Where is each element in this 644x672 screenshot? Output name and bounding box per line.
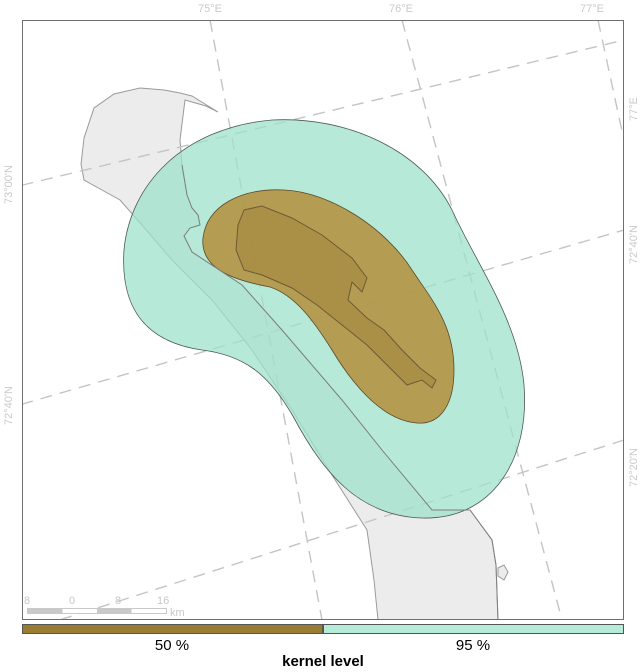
- grid-label-right-1: 77°E: [628, 97, 640, 121]
- scale-tick-label: 16: [157, 595, 170, 607]
- scale-unit: km: [170, 607, 185, 619]
- legend-label-50: 50 %: [154, 637, 190, 654]
- scale-bar: 8 0 8 16 km: [24, 595, 187, 619]
- legend-swatch-95: [323, 624, 624, 634]
- scale-tick-label: 8: [24, 595, 31, 607]
- grid-label-left-2: 72°40'N: [3, 386, 15, 425]
- grid-label-top-3: 77°E: [580, 3, 604, 15]
- grid-label-right-2: 72°40'N: [628, 225, 640, 264]
- scale-tick-label: 8: [115, 595, 122, 607]
- grid-label-left-1: 73°00'N: [3, 165, 15, 204]
- legend-title: kernel level: [282, 653, 364, 670]
- small-island: [497, 564, 509, 581]
- legend-label-95: 95 %: [455, 637, 491, 654]
- scale-bar-graphic: [27, 608, 167, 614]
- inner-landmass-outline: [235, 205, 437, 389]
- coastline: [181, 164, 499, 620]
- grid-label-right-3: 72°20'N: [628, 448, 640, 487]
- legend: 50 % 95 % kernel level: [22, 624, 624, 672]
- scale-tick-label: 0: [69, 595, 76, 607]
- grid-label-top-1: 75°E: [198, 3, 222, 15]
- map-panel: [22, 20, 624, 620]
- grid-label-top-2: 76°E: [389, 3, 413, 15]
- legend-swatch-50: [22, 624, 323, 634]
- map-canvas: [22, 20, 624, 620]
